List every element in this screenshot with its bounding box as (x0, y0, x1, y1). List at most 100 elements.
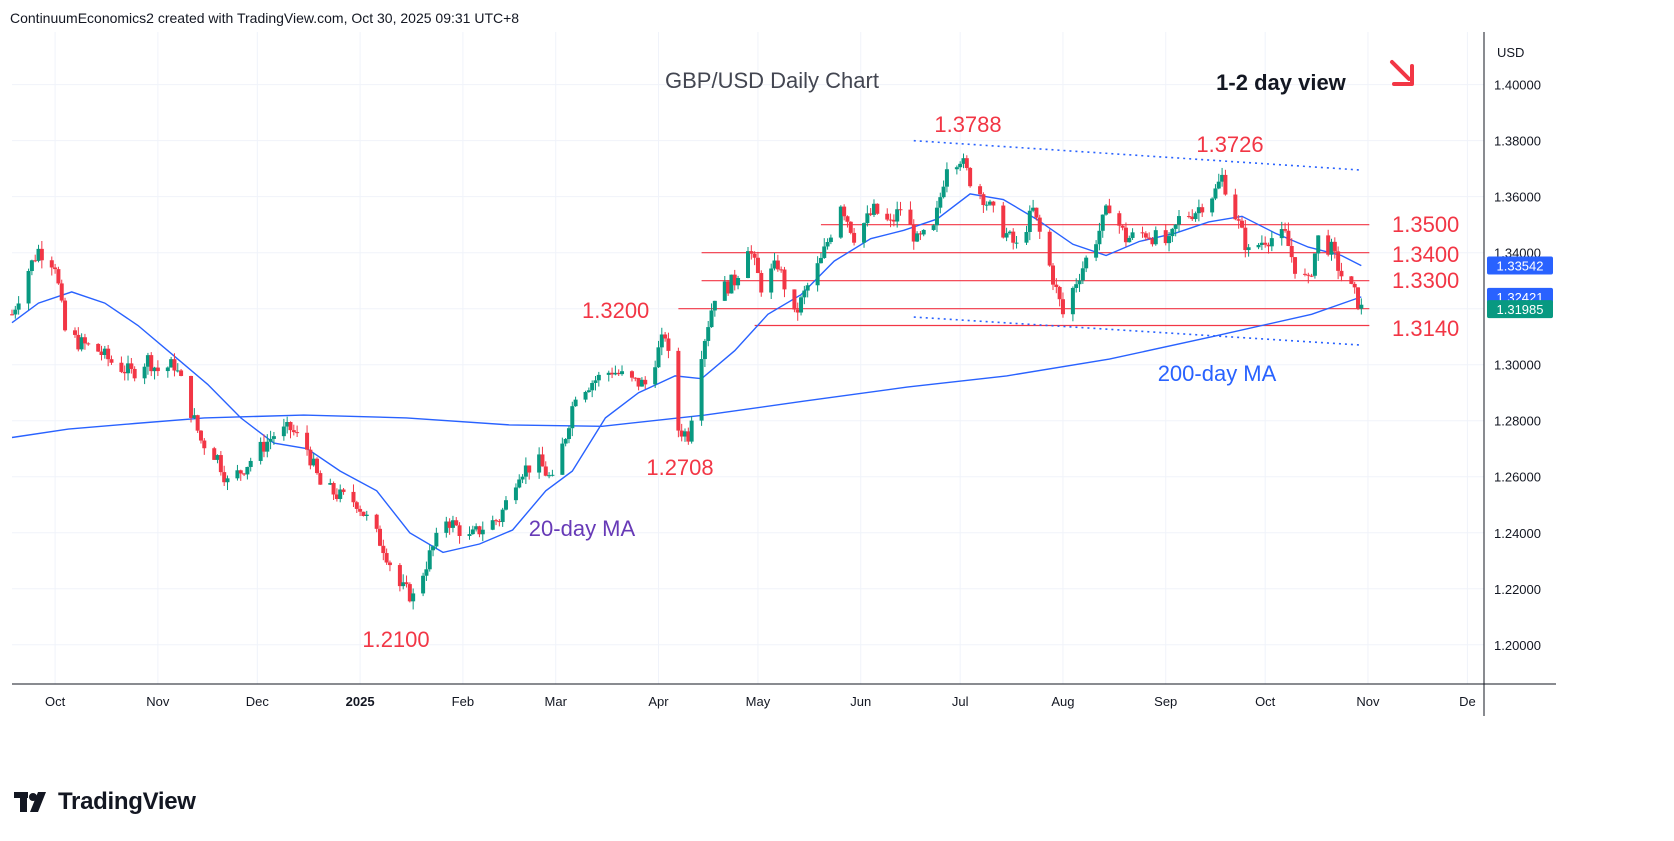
candle-body (828, 237, 833, 243)
candle-body (285, 422, 290, 427)
candle-body (921, 229, 926, 235)
y-tick-label: 1.40000 (1494, 78, 1541, 93)
candle-body (1190, 216, 1195, 220)
candle-body (805, 285, 810, 291)
candle-body (656, 347, 661, 368)
x-tick-label: Nov (1356, 694, 1380, 709)
candle-body (268, 438, 273, 442)
candle-body (613, 372, 618, 375)
candle-body (33, 260, 38, 262)
candle-body (666, 338, 671, 351)
candle-body (1293, 257, 1298, 274)
candle-body (1143, 233, 1148, 238)
candle-body (424, 569, 429, 576)
candle-body (467, 534, 472, 536)
candle-body (1104, 205, 1109, 215)
price-label-box (1487, 256, 1553, 275)
candle-body (795, 309, 800, 313)
candle-body (702, 340, 707, 360)
tradingview-brand[interactable]: TradingView (14, 788, 196, 816)
candle-body (82, 337, 87, 344)
candle-body (908, 209, 913, 225)
candle-body (1213, 188, 1218, 199)
candle-body (126, 363, 131, 374)
candle-body (79, 337, 84, 350)
candle-body (1193, 213, 1198, 220)
candle-body (620, 371, 625, 375)
candle-body (315, 458, 320, 474)
candle-body (358, 508, 363, 512)
candle-body (129, 363, 134, 369)
candle-body (825, 242, 830, 247)
candle-body (1210, 198, 1215, 213)
candle-body (53, 267, 58, 270)
candle-body (470, 529, 475, 535)
candle-body (891, 219, 896, 222)
x-tick-label: Jul (952, 694, 969, 709)
candle-body (984, 204, 989, 206)
candle-body (500, 509, 505, 522)
candle-body (381, 545, 386, 554)
annotation-label: 200-day MA (1158, 361, 1277, 386)
candle-body (397, 565, 402, 587)
down-right-arrow-icon (1390, 60, 1414, 86)
candle-body (474, 526, 479, 530)
candle-body (775, 260, 780, 270)
candle-body (411, 593, 416, 602)
candle-body (245, 466, 250, 475)
candle-body (1216, 181, 1221, 189)
candle-body (755, 257, 760, 274)
candle-body (1107, 205, 1112, 214)
candle-body (172, 359, 177, 371)
candle-body (281, 426, 286, 437)
candle-body (258, 441, 263, 461)
candle-body (434, 532, 439, 547)
candle-body (1120, 225, 1125, 228)
candle-body (225, 478, 230, 483)
candle-body (1239, 220, 1244, 228)
candle-body (1326, 235, 1331, 255)
candle-body (964, 158, 969, 168)
candle-body (852, 232, 857, 243)
candle-body (238, 470, 243, 474)
candle-body (726, 281, 731, 294)
candle-body (106, 348, 111, 360)
candle-body (401, 582, 406, 587)
candle-body (132, 368, 137, 379)
price-label-text: 1.33542 (1497, 259, 1544, 274)
candle-body (1246, 247, 1251, 251)
candle-body (1309, 275, 1314, 277)
candle-body (1359, 304, 1364, 309)
candle-body (944, 169, 949, 187)
x-tick-label: Feb (452, 694, 474, 709)
candle-body (527, 465, 532, 473)
level-label: 1.3400 (1392, 242, 1459, 267)
candle-body (898, 209, 903, 211)
candle-body (235, 470, 240, 479)
candle-body (560, 443, 565, 475)
candle-body (1080, 268, 1085, 281)
candle-body (1233, 194, 1238, 220)
candle-body (593, 380, 598, 383)
currency-label: USD (1497, 45, 1524, 60)
candle-body (802, 290, 807, 298)
candle-body (639, 379, 644, 387)
price-label-text: 1.31985 (1497, 302, 1544, 317)
annotation-label: 1.3788 (934, 112, 1001, 137)
candle-body (596, 374, 601, 381)
ma200-series (11, 296, 1362, 439)
candle-body (1123, 227, 1128, 243)
candle-body (364, 514, 369, 517)
candle-body (822, 246, 827, 258)
candle-body (242, 473, 247, 475)
y-tick-label: 1.22000 (1494, 582, 1541, 597)
candle-body (848, 221, 853, 233)
candle-body (706, 327, 711, 341)
candle-body (378, 528, 382, 546)
candle-body (421, 575, 426, 594)
candle-body (152, 367, 157, 372)
candle-body (1014, 242, 1019, 244)
candle-body (862, 223, 867, 243)
